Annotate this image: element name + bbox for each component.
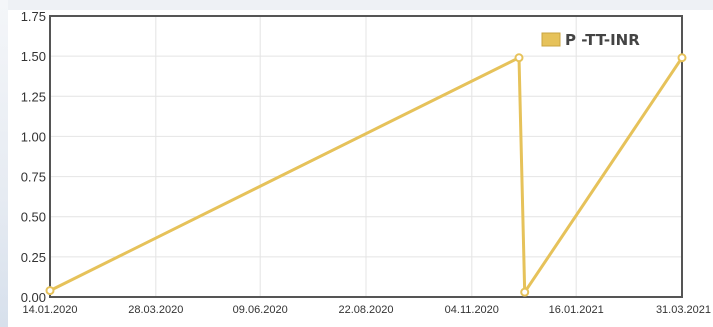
x-tick-label: 16.01.2021 [549,304,604,316]
series-line [48,56,684,294]
series-layer [45,53,687,297]
x-tick-label: 04.11.2020 [445,304,499,316]
data-point[interactable] [520,287,530,297]
top-band [0,0,713,10]
y-tick-label: 0.00 [21,290,46,305]
data-point[interactable] [514,53,524,63]
y-tick-label: 0.75 [21,170,46,185]
x-tick-label: 28.03.2020 [128,304,183,316]
y-axis-ticks: 0.00 0.25 0.50 0.75 1.00 1.25 1.50 1.75 [21,9,46,305]
legend: P -TT-INR [541,31,640,49]
x-tick-label: 22.08.2020 [338,304,393,316]
x-tick-label: 31.03.2021 [656,304,711,316]
y-tick-label: 1.00 [21,129,46,144]
x-tick-label: 09.06.2020 [233,304,288,316]
grid-lines [50,15,682,298]
y-tick-label: 1.75 [21,9,46,24]
x-axis-ticks: 14.01.2020 28.03.2020 09.06.2020 22.08.2020… [22,304,711,316]
y-tick-label: 1.25 [21,89,46,104]
x-tick-label: 14.01.2020 [22,304,77,316]
y-tick-label: 0.25 [21,250,46,265]
legend-swatch [541,32,561,47]
y-tick-label: 1.50 [21,49,46,64]
plot-frame [49,15,683,298]
y-tick-label: 0.50 [21,210,46,225]
left-band [0,0,8,327]
data-point[interactable] [45,286,55,296]
data-point[interactable] [677,53,687,63]
legend-label: P -TT-INR [565,31,640,49]
